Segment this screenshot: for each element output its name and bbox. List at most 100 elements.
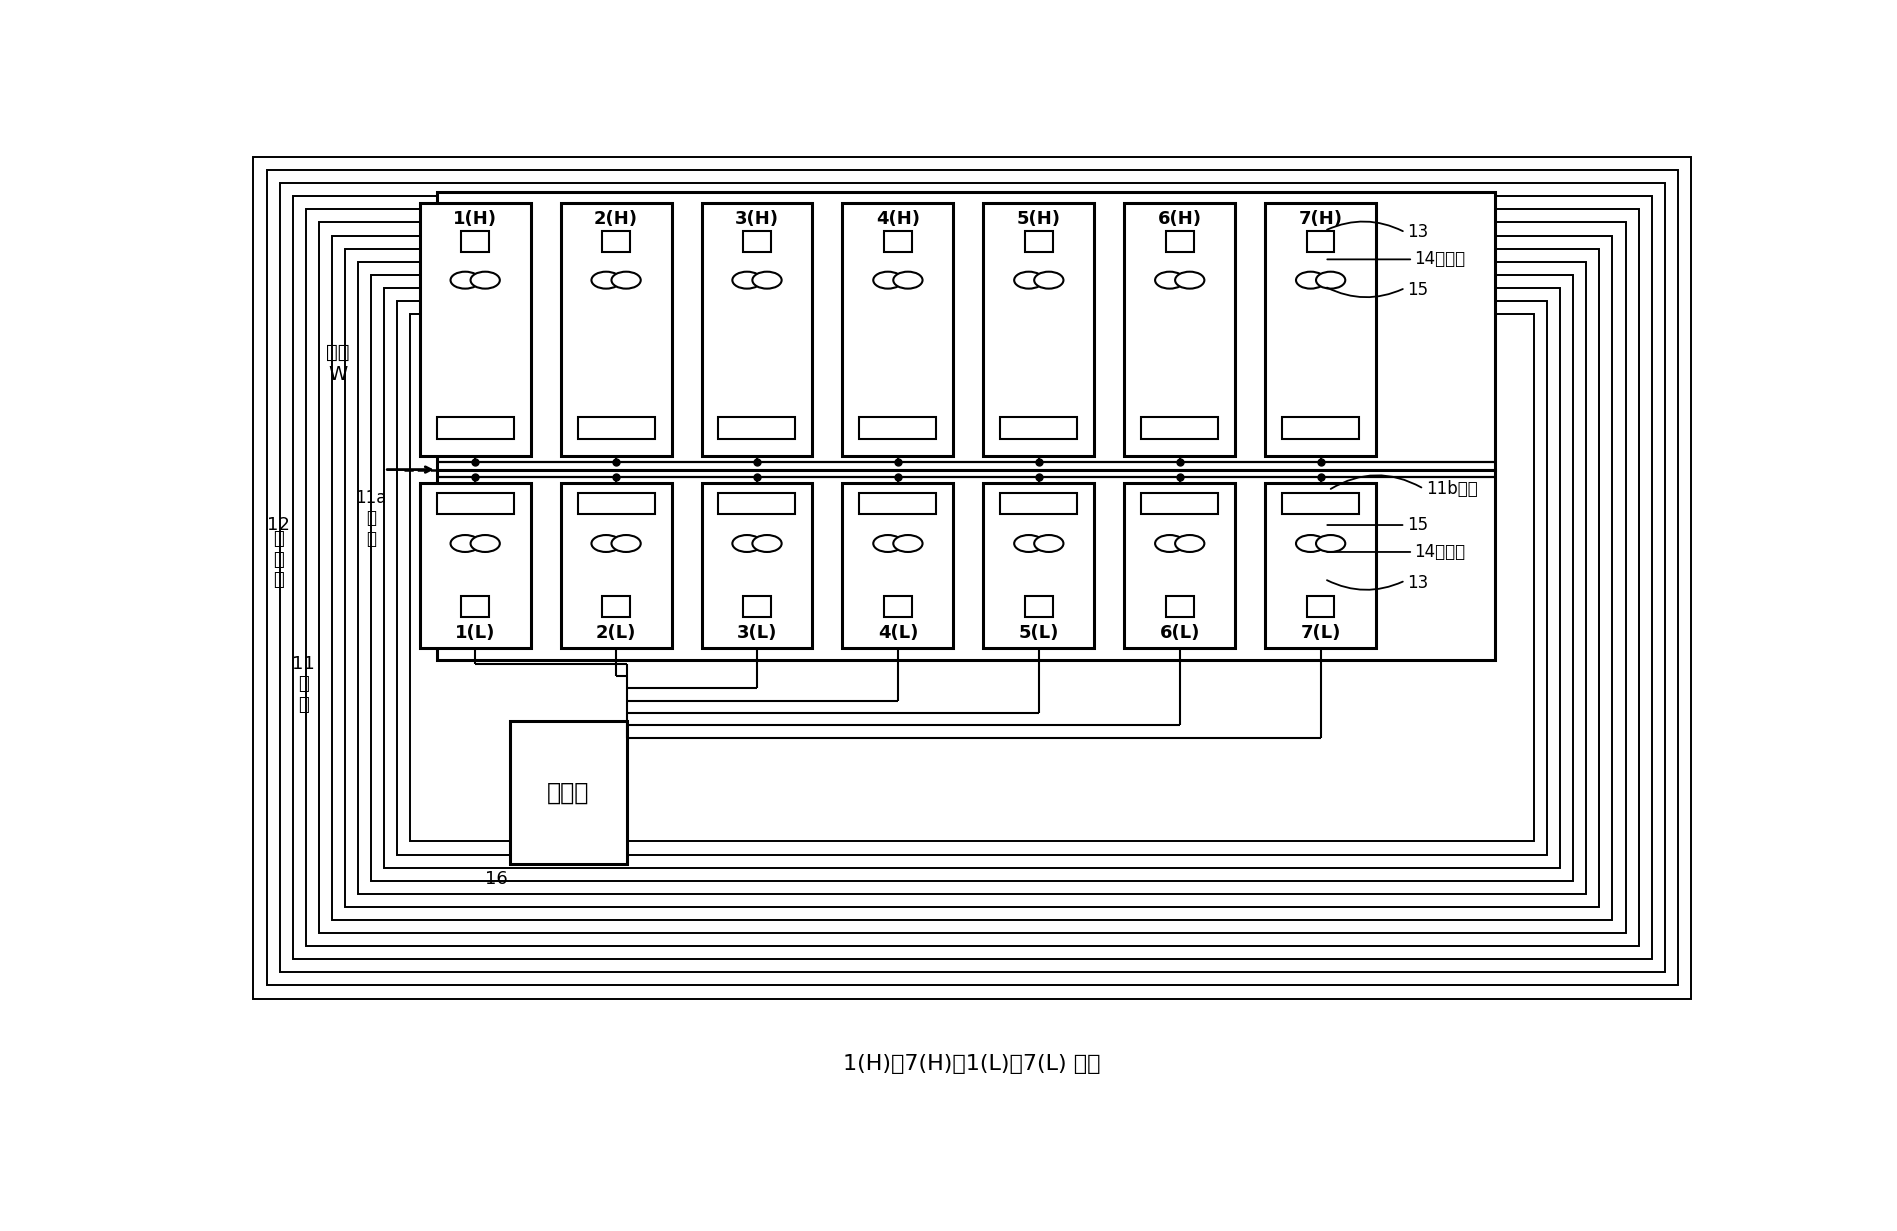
Ellipse shape (1155, 535, 1184, 551)
Bar (1125, 484, 1235, 649)
Text: 7(H): 7(H) (1299, 209, 1343, 228)
Text: 1(L): 1(L) (455, 624, 495, 641)
Bar (719, 417, 795, 438)
Text: 12: 12 (267, 516, 290, 534)
Text: 5(H): 5(H) (1017, 209, 1060, 228)
Bar (359, 262, 1586, 894)
Text: 3(H): 3(H) (734, 209, 780, 228)
Bar (983, 484, 1095, 649)
Bar (702, 203, 812, 455)
Ellipse shape (753, 272, 782, 288)
Bar (319, 223, 1626, 933)
Bar (744, 231, 770, 252)
Ellipse shape (873, 535, 903, 551)
Bar (419, 484, 531, 649)
Text: 14加热器: 14加热器 (1415, 543, 1466, 561)
Bar (305, 209, 1639, 947)
Text: 14加热器: 14加热器 (1415, 250, 1466, 268)
Ellipse shape (1296, 272, 1326, 288)
Bar (385, 288, 1559, 868)
Bar (1167, 231, 1193, 252)
Text: 入
口: 入 口 (366, 510, 376, 548)
Text: 6(H): 6(H) (1157, 209, 1201, 228)
Text: 11: 11 (292, 655, 315, 672)
Bar (1307, 231, 1334, 252)
Ellipse shape (592, 272, 620, 288)
Text: 11b出口: 11b出口 (1427, 480, 1478, 497)
Text: 16: 16 (484, 870, 506, 889)
Text: 4(H): 4(H) (876, 209, 920, 228)
Ellipse shape (1296, 535, 1326, 551)
Text: 13: 13 (1408, 574, 1428, 592)
Bar (577, 492, 654, 515)
Bar (254, 158, 1690, 998)
Ellipse shape (1034, 272, 1064, 288)
Bar (396, 300, 1548, 854)
Bar (842, 203, 954, 455)
Bar (719, 492, 795, 515)
Ellipse shape (893, 535, 922, 551)
Bar (601, 231, 630, 252)
Text: 6(L): 6(L) (1159, 624, 1201, 641)
Ellipse shape (1015, 272, 1043, 288)
Ellipse shape (732, 535, 761, 551)
Text: 3(L): 3(L) (736, 624, 778, 641)
Ellipse shape (451, 272, 480, 288)
Bar (1307, 596, 1334, 618)
Text: 11a: 11a (355, 489, 387, 507)
Bar (332, 235, 1612, 920)
Ellipse shape (470, 272, 499, 288)
Ellipse shape (893, 272, 922, 288)
Bar (1024, 231, 1053, 252)
Bar (410, 314, 1535, 842)
Text: 2(H): 2(H) (594, 209, 637, 228)
Bar (744, 596, 770, 618)
Ellipse shape (1034, 535, 1064, 551)
Text: 5(L): 5(L) (1019, 624, 1059, 641)
Bar (1167, 596, 1193, 618)
Bar (436, 192, 1495, 469)
Bar (577, 417, 654, 438)
Bar (601, 596, 630, 618)
Bar (884, 596, 912, 618)
Ellipse shape (1015, 535, 1043, 551)
Bar (1282, 492, 1358, 515)
Bar (1000, 417, 1077, 438)
Text: 1(H)＇7(H)，1(L)＇7(L) 区域: 1(H)＇7(H)，1(L)＇7(L) 区域 (842, 1054, 1100, 1073)
Bar (1282, 417, 1358, 438)
Ellipse shape (592, 535, 620, 551)
Bar (266, 170, 1679, 986)
Bar (436, 492, 514, 515)
Bar (562, 484, 672, 649)
Bar (510, 721, 626, 864)
Ellipse shape (732, 272, 761, 288)
Bar (1024, 596, 1053, 618)
Bar (292, 196, 1652, 959)
Bar (1265, 203, 1375, 455)
Text: 4(L): 4(L) (878, 624, 918, 641)
Bar (983, 203, 1095, 455)
Ellipse shape (451, 535, 480, 551)
Ellipse shape (873, 272, 903, 288)
Ellipse shape (1317, 272, 1345, 288)
Bar (345, 249, 1599, 907)
Text: 15: 15 (1408, 516, 1428, 534)
Bar (436, 417, 514, 438)
Ellipse shape (1155, 272, 1184, 288)
Ellipse shape (1174, 272, 1205, 288)
Bar (562, 203, 672, 455)
Bar (419, 203, 531, 455)
Bar (1125, 203, 1235, 455)
Bar (1265, 484, 1375, 649)
Text: 炉
体: 炉 体 (298, 675, 309, 714)
Ellipse shape (470, 535, 499, 551)
Text: 控制器: 控制器 (546, 780, 590, 805)
Ellipse shape (1317, 535, 1345, 551)
Bar (1000, 492, 1077, 515)
Bar (702, 484, 812, 649)
Text: 15: 15 (1408, 281, 1428, 299)
Bar (372, 275, 1573, 880)
Ellipse shape (611, 535, 641, 551)
Bar (436, 469, 1495, 660)
Text: 输
送
器: 输 送 器 (273, 529, 285, 590)
